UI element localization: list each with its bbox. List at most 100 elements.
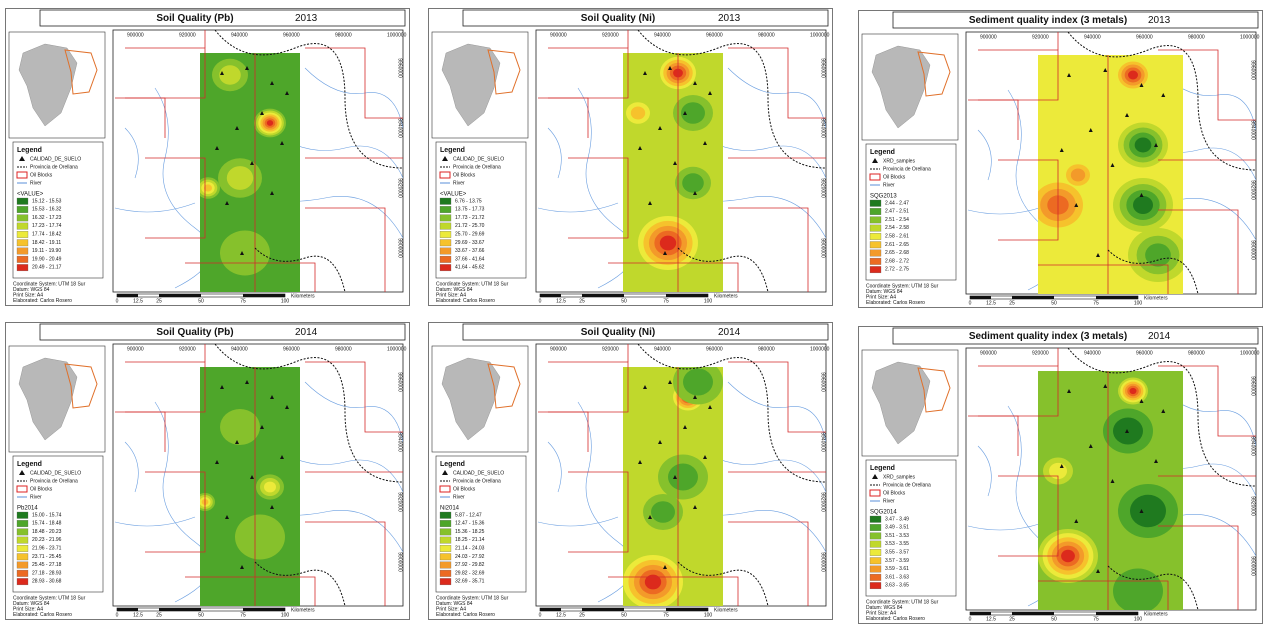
legend-field: SQG2013	[870, 194, 897, 200]
x-coordinate: 900000	[127, 32, 144, 38]
y-coordinate: 9960000	[820, 372, 826, 392]
scale-label: 50	[1051, 300, 1057, 306]
legend-class: 2.44 - 2.47	[885, 200, 909, 206]
map-year: 2014	[295, 327, 318, 338]
legend-swatch	[869, 557, 882, 565]
raster-zone	[630, 106, 646, 120]
scale-segment	[1096, 296, 1138, 299]
x-coordinate: 940000	[1084, 34, 1101, 40]
legend-swatch	[439, 222, 452, 230]
oil-block	[998, 475, 1059, 557]
x-coordinate: 940000	[654, 346, 671, 352]
sample-point	[673, 475, 677, 479]
credit-text: Elaborated: Carlos Rosero	[866, 300, 925, 306]
scale-label: 75	[663, 612, 669, 618]
credit-text: Elaborated: Carlos Rosero	[436, 612, 495, 618]
sample-point	[1125, 113, 1129, 117]
legend-swatch	[869, 208, 882, 215]
sample-point	[1139, 399, 1144, 403]
sample-point	[658, 440, 662, 444]
sample-point	[668, 380, 672, 384]
river	[977, 129, 992, 181]
legend-class: 2.58 - 2.61	[885, 234, 909, 240]
legend-item: Oil Blocks	[453, 172, 476, 178]
legend-title: Legend	[17, 147, 42, 154]
map-year: 2014	[718, 327, 741, 338]
legend-class: 15.53 - 16.32	[32, 207, 62, 213]
credit-text: Print Size: A4	[13, 292, 43, 298]
scale-label: 25	[579, 612, 585, 618]
oil-block	[538, 97, 589, 138]
legend-class: 41.64 - 45.62	[455, 265, 485, 271]
scale-unit: Kilometers	[1144, 611, 1168, 617]
y-coordinate: 9920000	[820, 178, 826, 198]
oil-block	[185, 576, 316, 606]
legend-swatch	[869, 216, 882, 224]
credit-text: Elaborated: Carlos Rosero	[866, 616, 925, 622]
sample-point	[693, 505, 697, 509]
river	[537, 516, 619, 527]
legend-class: 18.42 - 19.11	[32, 240, 61, 246]
sample-point	[1139, 509, 1144, 513]
sample-point	[1110, 163, 1115, 167]
legend-class: 2.61 - 2.65	[885, 242, 909, 248]
raster-zone	[204, 184, 212, 192]
legend-swatch	[869, 233, 882, 240]
y-coordinate: 9900000	[397, 238, 403, 258]
scale-segment	[666, 294, 708, 297]
legend-swatch	[16, 222, 29, 230]
sample-point	[1103, 68, 1108, 72]
sample-point	[260, 425, 264, 429]
sample-point	[648, 201, 652, 205]
credit-text: Coordinate System: UTM 18 Sur	[436, 281, 509, 287]
map-body	[537, 30, 826, 292]
credit-text: Print Size: A4	[866, 294, 896, 300]
river	[124, 127, 139, 179]
x-coordinate: 980000	[1188, 350, 1205, 356]
map-body	[114, 344, 403, 606]
raster-zone	[1130, 494, 1166, 528]
scale-unit: Kilometers	[291, 293, 315, 299]
map-panel: Sediment quality index (3 metals) 2014 Leg…	[858, 326, 1263, 624]
oil-block	[968, 99, 1019, 140]
sample-point	[270, 81, 274, 85]
raster-zone	[220, 230, 270, 276]
legend-class: 2.47 - 2.51	[885, 209, 909, 215]
legend-class: 2.54 - 2.58	[885, 225, 909, 231]
scale-label: 100	[1134, 616, 1143, 622]
x-coordinate: 960000	[706, 32, 723, 38]
oil-block	[608, 262, 739, 292]
map-year: 2013	[295, 13, 318, 24]
sample-point	[1139, 193, 1144, 197]
raster-zone	[266, 120, 274, 126]
y-coordinate: 9960000	[397, 58, 403, 78]
oil-block	[145, 471, 206, 553]
credit-text: Datum: WGS 84	[866, 605, 903, 611]
legend-class: 3.63 - 3.65	[885, 583, 909, 589]
x-coordinate: 980000	[758, 32, 775, 38]
legend: Legend XRD_samples Provincia de Orellana Oi…	[865, 143, 957, 281]
map-title: Soil Quality (Pb)	[156, 13, 233, 24]
map-panel: Soil Quality (Pb) 2013 Legend CALIDAD_DE_SU…	[5, 8, 410, 306]
inset-country	[18, 357, 78, 441]
credit-text: Datum: WGS 84	[436, 287, 473, 293]
y-coordinate: 9920000	[820, 492, 826, 512]
sample-point	[663, 251, 667, 255]
scale-label: 12.5	[556, 612, 566, 618]
x-coordinate: 920000	[602, 346, 619, 352]
legend-item: Oil Blocks	[453, 486, 476, 492]
legend-class: 3.57 - 3.59	[885, 558, 909, 564]
legend-swatch	[869, 515, 882, 523]
legend-swatch	[439, 578, 452, 586]
sample-point	[703, 455, 707, 459]
scale-segment	[159, 608, 201, 611]
legend-swatch	[16, 206, 29, 213]
y-coordinate: 9920000	[397, 492, 403, 512]
legend-swatch	[869, 199, 882, 207]
y-coordinate: 9940000	[397, 118, 403, 138]
oil-block	[185, 262, 316, 292]
legend-class: 2.51 - 2.54	[885, 217, 909, 223]
scale-segment	[540, 294, 561, 297]
sample-point	[693, 191, 697, 195]
oil-block	[1158, 365, 1256, 437]
